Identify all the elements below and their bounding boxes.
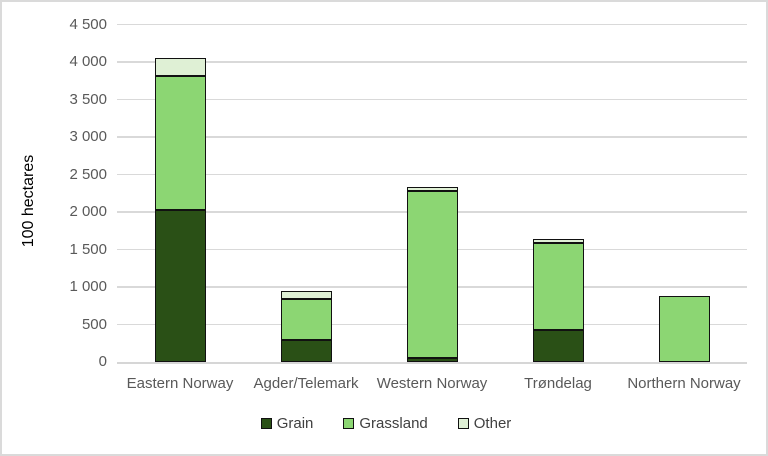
gridline bbox=[117, 23, 747, 26]
legend-item-grassland: Grassland bbox=[343, 414, 428, 432]
y-tick-label: 2 500 bbox=[69, 165, 107, 183]
bar-segment-grain-0 bbox=[154, 209, 206, 362]
bar-segment-grain-3 bbox=[532, 329, 584, 362]
y-axis-title: 100 hectares bbox=[20, 154, 37, 248]
bar-segment-grassland-3 bbox=[532, 243, 584, 330]
legend-item-grain: Grain bbox=[260, 414, 314, 432]
bar-segment-other-2 bbox=[406, 187, 458, 191]
legend-label: Other bbox=[473, 414, 512, 432]
gridline bbox=[117, 61, 747, 63]
bar-segment-other-1 bbox=[280, 291, 332, 299]
x-category-label: Eastern Norway bbox=[126, 375, 234, 392]
x-axis-line bbox=[117, 362, 747, 364]
x-category-label: Western Norway bbox=[376, 375, 488, 392]
x-category-label: Trøndelag bbox=[524, 375, 592, 392]
y-tick-label: 3 000 bbox=[69, 128, 107, 145]
bar-segment-grassland-0 bbox=[154, 76, 206, 210]
gridline bbox=[117, 98, 747, 101]
y-tick-label: 0 bbox=[98, 353, 107, 370]
y-tick-label: 4 000 bbox=[69, 53, 107, 70]
bar-segment-grassland-4 bbox=[658, 296, 710, 362]
legend-swatch-icon bbox=[343, 417, 355, 429]
legend-label: Grain bbox=[276, 414, 314, 432]
legend-item-other: Other bbox=[457, 414, 512, 432]
legend: Grain Grassland Other bbox=[2, 412, 768, 434]
y-tick-label: 2 000 bbox=[69, 203, 107, 220]
legend-swatch-icon bbox=[260, 417, 272, 429]
x-category-label: Agder/Telemark bbox=[253, 375, 359, 392]
y-tick-label: 3 500 bbox=[69, 90, 107, 108]
y-tick-label: 4 500 bbox=[69, 15, 107, 33]
bar-segment-grassland-1 bbox=[280, 299, 332, 340]
y-tick-label: 500 bbox=[81, 315, 107, 333]
x-category-label: Northern Norway bbox=[627, 375, 741, 392]
legend-swatch-icon bbox=[457, 417, 469, 429]
bar-segment-other-3 bbox=[532, 239, 584, 244]
bar-segment-grain-2 bbox=[406, 358, 458, 362]
gridline bbox=[117, 173, 747, 176]
legend-label: Grassland bbox=[359, 414, 428, 432]
gridline bbox=[117, 136, 747, 138]
bar-segment-grassland-2 bbox=[406, 191, 458, 359]
y-tick-label: 1 500 bbox=[69, 240, 107, 258]
bar-segment-other-0 bbox=[154, 58, 206, 77]
bar-segment-grain-1 bbox=[280, 339, 332, 362]
y-tick-label: 1 000 bbox=[69, 278, 107, 295]
